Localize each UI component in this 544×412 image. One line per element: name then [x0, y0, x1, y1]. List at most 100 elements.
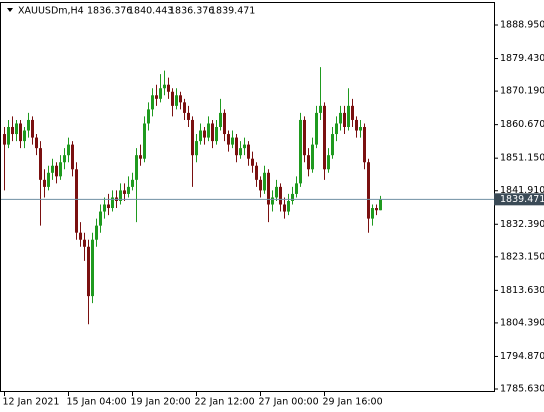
x-tick-label: 12 Jan 2021: [3, 397, 60, 408]
price-tag-label: 1839.471: [500, 194, 544, 205]
candle-body: [167, 84, 170, 92]
candle-body: [135, 155, 138, 180]
candle-body: [151, 95, 154, 110]
candle-body: [279, 186, 282, 205]
candle-body: [143, 123, 146, 159]
candle-body: [147, 109, 150, 124]
candle-body: [243, 144, 246, 149]
candle-body: [263, 172, 266, 191]
candle-body: [27, 119, 30, 131]
candle-body: [211, 123, 214, 142]
y-tick-label: 1860.670: [500, 119, 544, 130]
candle-body: [15, 123, 18, 135]
y-tick-label: 1841.910: [500, 185, 544, 196]
candle-body: [267, 172, 270, 205]
candle-body: [43, 179, 46, 187]
candle-body: [371, 208, 374, 219]
candle-body: [323, 105, 326, 170]
candle-body: [95, 225, 98, 240]
candle-body: [31, 119, 34, 138]
candle-body: [83, 239, 86, 247]
ohlc-open: 1836.376: [87, 6, 132, 17]
candle-body: [331, 134, 334, 156]
y-tick-label: 1879.430: [500, 53, 544, 64]
candle-body: [351, 105, 354, 120]
y-tick-label: 1832.390: [500, 219, 544, 230]
candle-body: [139, 155, 142, 159]
candle-body: [283, 204, 286, 212]
candle-body: [59, 162, 62, 177]
candle-body: [251, 158, 254, 166]
candle-body: [19, 123, 22, 142]
candle-body: [179, 95, 182, 103]
candle-body: [103, 204, 106, 212]
candle-body: [303, 119, 306, 156]
candle-body: [207, 123, 210, 138]
y-tick-label: 1813.630: [500, 285, 544, 296]
candle-body: [247, 144, 250, 159]
candle-body: [123, 190, 126, 194]
candle-body: [191, 119, 194, 156]
candle-body: [183, 102, 186, 113]
candle-body: [155, 95, 158, 99]
y-tick-label: 1785.630: [500, 384, 544, 395]
candle-body: [159, 88, 162, 99]
candle-body: [51, 165, 54, 173]
candle-body: [175, 95, 178, 106]
candle-body: [119, 190, 122, 201]
candle-body: [319, 105, 322, 113]
candle-body: [291, 193, 294, 201]
candle-body: [235, 137, 238, 156]
x-tick-label: 22 Jan 12:00: [195, 397, 255, 408]
x-tick-label: 27 Jan 00:00: [259, 397, 319, 408]
candle-body: [307, 155, 310, 170]
candle-body: [67, 144, 70, 156]
candle-body: [327, 155, 330, 170]
candle-body: [311, 144, 314, 170]
y-tick-label: 1794.870: [500, 351, 544, 362]
candle-body: [203, 130, 206, 138]
candle-body: [339, 112, 342, 124]
candle-body: [355, 119, 358, 131]
candle-body: [271, 197, 274, 205]
ohlc-low: 1836.376: [169, 6, 214, 17]
candle-body: [255, 165, 258, 180]
candle-body: [3, 134, 6, 145]
candle-body: [99, 211, 102, 226]
y-tick-label: 1804.390: [500, 317, 544, 328]
candle-body: [39, 148, 42, 180]
candle-body: [375, 208, 378, 211]
candle-body: [195, 141, 198, 156]
candle-body: [11, 126, 14, 135]
menu-arrow[interactable]: [7, 8, 13, 12]
candle-body: [87, 246, 90, 297]
x-tick-label: 15 Jan 04:00: [67, 397, 127, 408]
candle-body: [367, 162, 370, 219]
candle-body: [299, 119, 302, 184]
candle-body: [335, 123, 338, 135]
candle-body: [79, 232, 82, 240]
y-tick-label: 1851.150: [500, 153, 544, 164]
candle-body: [275, 186, 278, 198]
candle-body: [227, 134, 230, 145]
candle-body: [63, 155, 66, 163]
candle-body: [71, 144, 74, 170]
candle-body: [287, 200, 290, 212]
ohlc-close: 1839.471: [210, 6, 255, 17]
candle-body: [343, 112, 346, 127]
x-tick-label: 29 Jan 16:00: [323, 397, 383, 408]
candle-body: [7, 126, 10, 145]
candle-body: [219, 112, 222, 127]
candle-body: [75, 169, 78, 233]
candle-body: [55, 165, 58, 177]
candle-body: [91, 239, 94, 297]
symbol: XAUUSDm,H4: [18, 6, 84, 17]
candle-body: [111, 197, 114, 209]
y-tick-label: 1870.190: [500, 86, 544, 97]
candle-body: [259, 179, 262, 191]
candle-body: [35, 137, 38, 149]
candle-body: [231, 137, 234, 145]
candle-body: [107, 204, 110, 209]
candle-body: [127, 186, 130, 194]
